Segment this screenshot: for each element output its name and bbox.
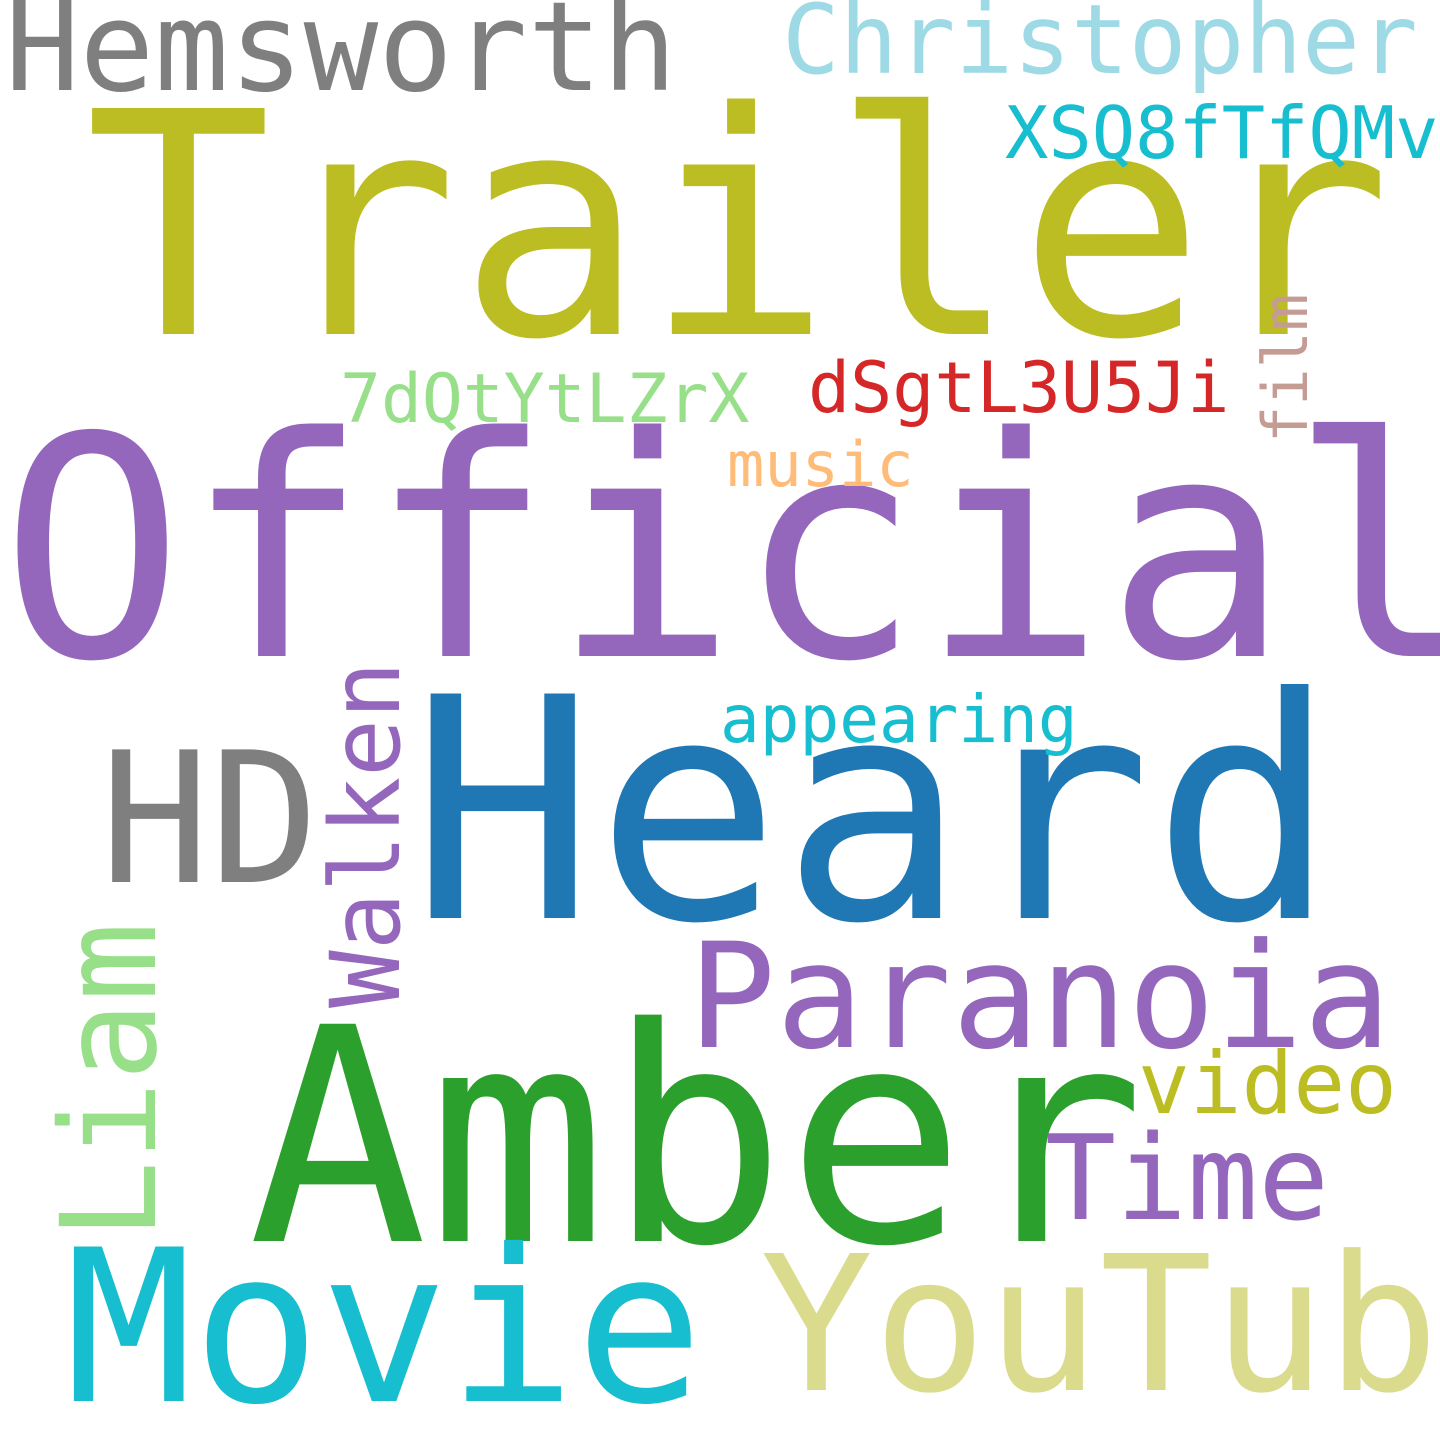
- word-xsq8ftfqmv: XSQ8fTfQMv: [1005, 91, 1439, 175]
- word-movie: Movie: [65, 1204, 704, 1440]
- word-film: film: [1249, 293, 1322, 443]
- word-music: music: [727, 428, 914, 501]
- word-christopher: Christopher: [782, 0, 1418, 96]
- word-video: video: [1138, 1034, 1397, 1134]
- word-heard: Heard: [410, 632, 1338, 991]
- word-paranoia: Paranoia: [688, 912, 1392, 1082]
- word-hd: HD: [100, 713, 320, 925]
- word-hemsworth: Hemsworth: [5, 0, 677, 120]
- word-walken: Walken: [310, 661, 422, 1008]
- word-official: Official: [0, 373, 1440, 729]
- word-trailer: Trailer: [85, 47, 1392, 408]
- word-liam: Liam: [33, 922, 187, 1240]
- word-time: Time: [1045, 1109, 1330, 1247]
- word-7dqtytlzrx: 7dQtYtLZrX: [340, 360, 750, 439]
- word-appearing: appearing: [720, 681, 1078, 758]
- word-youtube: YouTube: [760, 1216, 1440, 1435]
- word-dsgtl3u5ji: dSgtL3U5Ji: [808, 347, 1230, 429]
- word-amber: Amber: [248, 965, 1146, 1312]
